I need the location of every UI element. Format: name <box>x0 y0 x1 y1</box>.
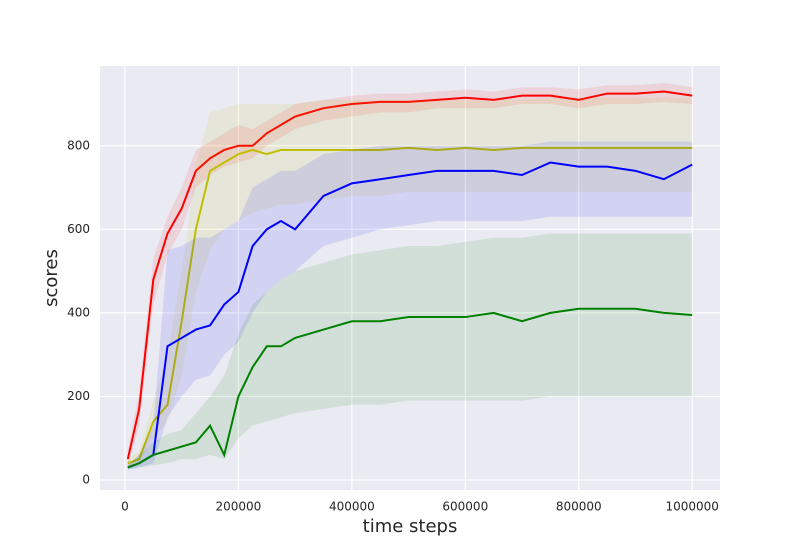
x-axis-label: time steps <box>363 516 458 537</box>
band <box>127 97 693 468</box>
line <box>127 307 693 469</box>
line <box>127 146 693 465</box>
x-tick-label: 0 <box>121 500 129 514</box>
y-tick-label: 600 <box>67 222 90 236</box>
y-tick-label: 0 <box>82 472 90 486</box>
x-tick-label: 800000 <box>556 500 602 514</box>
band <box>127 141 693 470</box>
y-tick-label: 800 <box>67 138 90 152</box>
x-tick-label: 600000 <box>442 500 488 514</box>
x-tick-label: 400000 <box>329 500 375 514</box>
y-tick-label: 200 <box>67 389 90 403</box>
x-tick-label: 1000000 <box>665 500 718 514</box>
y-tick-label: 400 <box>67 305 90 319</box>
band <box>127 233 693 470</box>
x-tick-label: 200000 <box>216 500 262 514</box>
y-axis-label: scores <box>41 249 62 307</box>
line <box>126 90 693 460</box>
plot-area <box>100 66 720 490</box>
line <box>127 161 693 469</box>
